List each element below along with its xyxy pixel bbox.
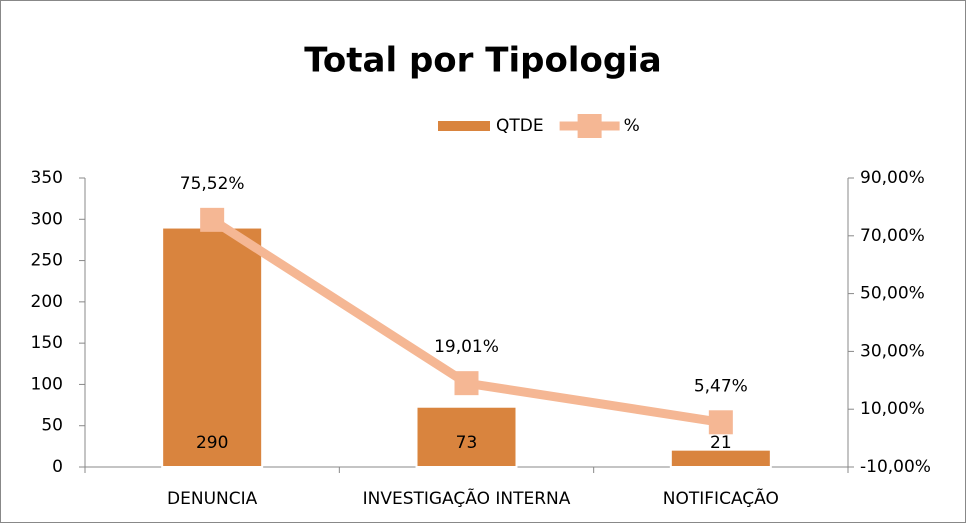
y2-tick-label: 50,00% (860, 284, 925, 304)
chart-title: Total por Tipologia (304, 41, 662, 81)
x-tick-label: NOTIFICAÇÃO (663, 487, 779, 509)
line-marker (200, 207, 225, 232)
bar-value-label: 21 (710, 433, 732, 453)
x-tick-label: INVESTIGAÇÃO INTERNA (363, 487, 571, 509)
bar-value-label: 73 (456, 433, 478, 453)
y-tick-label: 0 (52, 457, 63, 477)
bar-value-label: 290 (196, 433, 228, 453)
line-value-label: 19,01% (434, 337, 499, 357)
bar (161, 226, 264, 468)
legend-label: QTDE (496, 116, 544, 136)
bar (415, 405, 518, 469)
y-tick-label: 250 (31, 251, 63, 271)
y-tick-label: 300 (31, 209, 63, 229)
y2-tick-label: 90,00% (860, 168, 925, 188)
legend-swatch-marker (577, 114, 602, 138)
x-tick-label: DENUNCIA (167, 489, 258, 509)
line-marker (708, 410, 733, 435)
y-tick-label: 350 (31, 168, 63, 188)
y2-tick-label: 30,00% (860, 341, 925, 361)
bar (669, 448, 772, 469)
y2-tick-label: 10,00% (860, 399, 925, 419)
legend-swatch (438, 121, 490, 131)
y-tick-label: 100 (31, 374, 63, 394)
line-value-label: 5,47% (694, 376, 748, 396)
line-value-label: 75,52% (180, 174, 245, 194)
y-tick-label: 200 (31, 292, 63, 312)
y2-tick-label: 70,00% (860, 226, 925, 246)
y2-tick-label: -10,00% (860, 457, 931, 477)
legend-label: % (624, 116, 640, 136)
y-tick-label: 150 (31, 333, 63, 353)
y-tick-label: 50 (41, 416, 63, 436)
line-marker (454, 371, 479, 396)
